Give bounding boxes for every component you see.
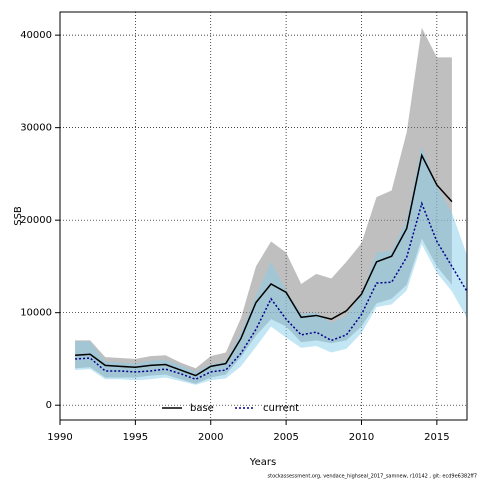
series-line [75,201,468,381]
plot-frame [59,11,468,421]
y-axis-label: SSB [13,206,24,226]
x-tick-label: 2015 [424,432,449,443]
x-tick-label: 2010 [349,432,374,443]
legend-label: base [190,403,214,414]
legend-label: current [263,403,299,414]
x-axis-label: Years [249,457,276,468]
x-tick-label: 1995 [123,432,148,443]
series-line [75,153,453,377]
y-tick-label: 30000 [20,123,52,134]
y-tick-label: 20000 [20,215,52,226]
x-tick-label: 2005 [273,432,298,443]
confidence-band [75,27,452,384]
y-tick-label: 0 [46,400,52,411]
x-tick-label: 1990 [47,432,72,443]
confidence-band [75,146,468,385]
y-tick-label: 10000 [20,308,52,319]
x-tick-label: 2000 [198,432,223,443]
footnote: stockassessment.org, vendace_highseal_20… [268,474,478,480]
y-tick-label: 40000 [20,30,52,41]
